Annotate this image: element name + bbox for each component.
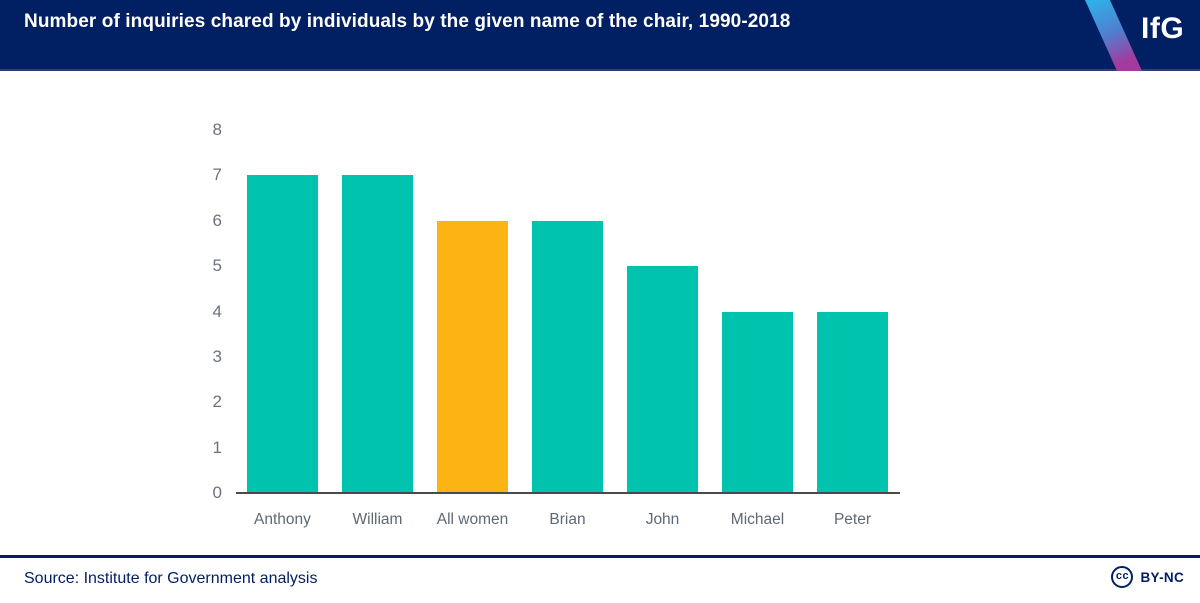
bar-john bbox=[627, 266, 698, 493]
chart-title: Number of inquiries chared by individual… bbox=[24, 11, 791, 32]
x-tick-label: Anthony bbox=[254, 511, 311, 528]
source-note: Source: Institute for Government analysi… bbox=[24, 570, 318, 587]
x-tick-label: Brian bbox=[549, 511, 586, 528]
x-axis-labels: Anthony William All women Brian John Michael P… bbox=[235, 511, 900, 529]
footer-divider bbox=[0, 555, 1200, 558]
bar-michael bbox=[722, 311, 793, 493]
bar-slot bbox=[520, 130, 615, 493]
y-tick-label: 1 bbox=[212, 437, 222, 457]
x-tick-label: John bbox=[645, 511, 680, 528]
x-tick-label: William bbox=[352, 511, 403, 528]
y-tick-label: 0 bbox=[212, 483, 222, 502]
y-tick-label: 6 bbox=[212, 210, 222, 230]
bar-chart bbox=[235, 130, 900, 493]
y-tick-label: 3 bbox=[212, 346, 222, 366]
x-axis-line bbox=[236, 492, 900, 494]
x-tick-label: Michael bbox=[730, 511, 785, 528]
creative-commons-icon: cc bbox=[1111, 566, 1134, 588]
bar-brian bbox=[532, 220, 603, 493]
y-tick-label: 4 bbox=[212, 301, 222, 321]
bar-slot bbox=[235, 130, 330, 493]
x-tick-label: Peter bbox=[833, 511, 872, 528]
bar-william bbox=[342, 175, 413, 493]
header-bar: Number of inquiries chared by individual… bbox=[0, 0, 1200, 71]
y-tick-label: 2 bbox=[212, 392, 222, 412]
y-tick-label: 8 bbox=[212, 120, 222, 139]
ifg-logo-stripe-icon bbox=[1085, 0, 1142, 71]
y-tick-label: 5 bbox=[212, 256, 222, 276]
bar-slot bbox=[710, 130, 805, 493]
ifg-logo-text: IfG bbox=[1141, 12, 1185, 45]
bar-peter bbox=[817, 311, 888, 493]
license-badge: cc BY-NC bbox=[1111, 566, 1184, 588]
bar-slot bbox=[330, 130, 425, 493]
y-tick-label: 7 bbox=[212, 165, 222, 185]
bar-slot bbox=[805, 130, 900, 493]
license-label: BY-NC bbox=[1140, 569, 1184, 585]
bar-slot bbox=[425, 130, 520, 493]
x-tick-label: All women bbox=[436, 511, 509, 528]
bar-anthony bbox=[247, 175, 318, 493]
bar-slot bbox=[615, 130, 710, 493]
bar-all-women bbox=[437, 220, 508, 493]
